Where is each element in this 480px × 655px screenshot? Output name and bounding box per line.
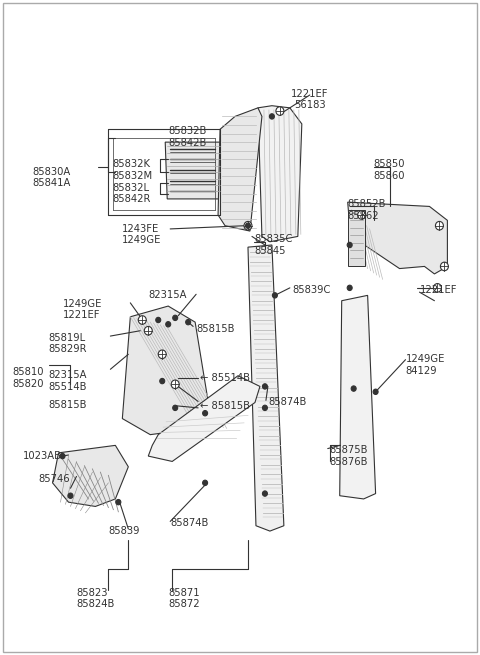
Text: 85874B: 85874B (170, 518, 209, 528)
Circle shape (186, 320, 191, 325)
Circle shape (203, 480, 207, 485)
Text: 1221EF: 1221EF (420, 285, 457, 295)
Polygon shape (122, 306, 210, 435)
Circle shape (358, 211, 366, 219)
Circle shape (441, 262, 448, 271)
Text: ← 85815B: ← 85815B (200, 401, 250, 411)
Polygon shape (248, 245, 284, 531)
Text: 1243FE
1249GE: 1243FE 1249GE (122, 223, 162, 245)
Text: 85871
85872: 85871 85872 (168, 588, 200, 609)
Text: 85875B
85876B: 85875B 85876B (330, 445, 368, 467)
Circle shape (138, 316, 146, 324)
Text: 85850
85860: 85850 85860 (373, 159, 405, 181)
Polygon shape (348, 202, 447, 274)
Text: 85830A
85841A: 85830A 85841A (33, 167, 71, 189)
Polygon shape (52, 445, 128, 506)
Text: 85810
85820: 85810 85820 (12, 367, 44, 389)
Text: 85874B: 85874B (268, 397, 306, 407)
Circle shape (173, 315, 178, 320)
Circle shape (263, 384, 267, 389)
Polygon shape (340, 295, 376, 499)
Text: 85832K
85832M: 85832K 85832M (112, 159, 153, 181)
Polygon shape (218, 108, 262, 231)
Text: 1221EF
56183: 1221EF 56183 (291, 88, 328, 110)
Text: 85832B
85842B: 85832B 85842B (168, 126, 206, 147)
Circle shape (160, 379, 165, 384)
Circle shape (347, 242, 352, 248)
Text: 1023AB: 1023AB (23, 451, 61, 460)
Circle shape (347, 285, 352, 291)
Text: 82315A: 82315A (148, 290, 187, 300)
Text: 85839C: 85839C (293, 285, 331, 295)
Circle shape (435, 221, 444, 230)
Circle shape (156, 317, 161, 323)
Circle shape (171, 380, 179, 388)
Circle shape (144, 326, 152, 335)
Polygon shape (148, 376, 260, 461)
Text: 85819L
85829R: 85819L 85829R (48, 333, 87, 354)
Circle shape (276, 107, 284, 115)
Text: 82315A
85514B: 82315A 85514B (48, 370, 87, 392)
Polygon shape (258, 105, 302, 242)
Text: 85815B: 85815B (48, 400, 87, 411)
Circle shape (173, 405, 178, 411)
Circle shape (203, 411, 207, 416)
Text: 1249GE
84129: 1249GE 84129 (406, 354, 445, 376)
Circle shape (244, 221, 252, 230)
Polygon shape (348, 210, 365, 267)
Circle shape (166, 322, 171, 327)
Circle shape (351, 386, 356, 391)
Circle shape (245, 223, 251, 229)
Circle shape (273, 293, 277, 298)
Text: 85823
85824B: 85823 85824B (76, 588, 115, 609)
Text: ← 85514B: ← 85514B (200, 373, 250, 383)
Text: 85832L
85842R: 85832L 85842R (112, 183, 151, 204)
Circle shape (269, 114, 275, 119)
Polygon shape (165, 142, 222, 199)
Text: 85835C
85845: 85835C 85845 (254, 234, 292, 256)
Text: 85839: 85839 (108, 526, 140, 536)
Circle shape (60, 453, 65, 458)
Circle shape (263, 491, 267, 496)
Text: 85815B: 85815B (196, 324, 235, 334)
Text: 1249GE
1221EF: 1249GE 1221EF (62, 299, 102, 320)
Text: 85746: 85746 (38, 474, 70, 484)
Circle shape (263, 405, 267, 411)
Circle shape (373, 389, 378, 394)
Circle shape (433, 284, 442, 292)
Circle shape (116, 500, 121, 505)
Text: 85852B
85862: 85852B 85862 (348, 199, 386, 221)
Circle shape (68, 493, 73, 498)
Circle shape (158, 350, 166, 358)
